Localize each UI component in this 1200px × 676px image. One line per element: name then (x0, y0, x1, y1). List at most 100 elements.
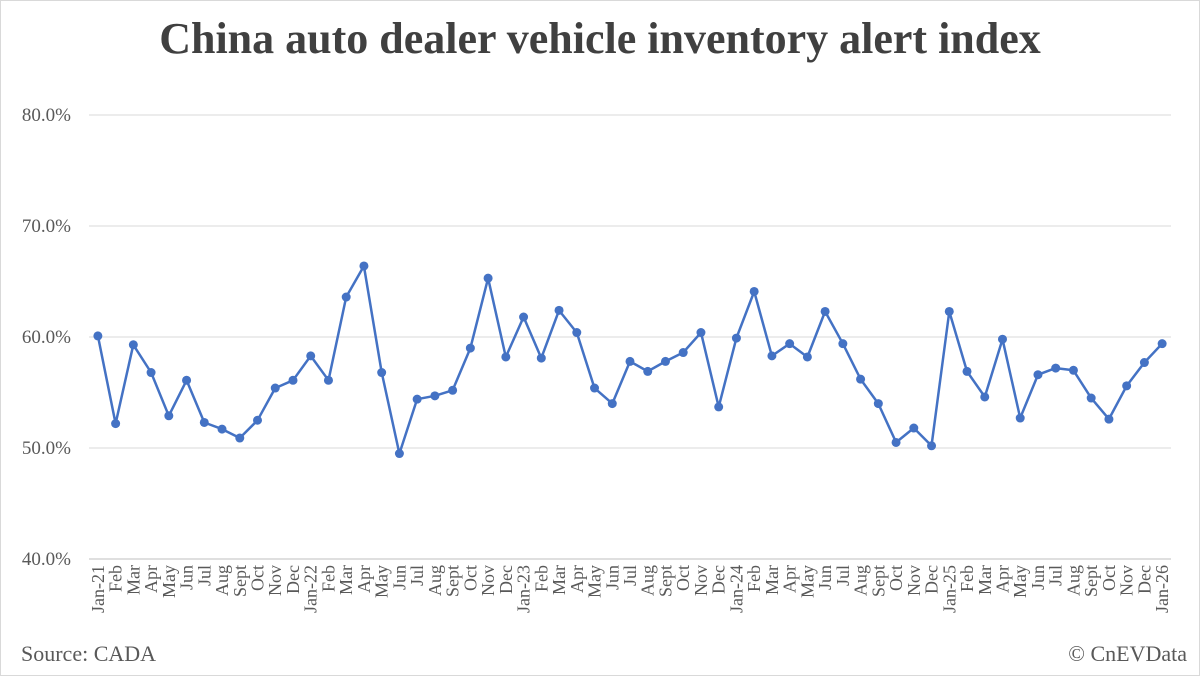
x-tick-label: Sept (230, 565, 250, 597)
x-tick-label: Dec (922, 565, 942, 594)
y-tick-label: 80.0% (22, 105, 71, 126)
x-tick-label: Jul (194, 565, 214, 586)
x-tick-label: Aug (425, 565, 445, 596)
data-point (111, 419, 121, 429)
data-point (660, 356, 670, 366)
data-point (1015, 413, 1025, 423)
x-tick-label: Feb (744, 565, 764, 592)
data-point (394, 449, 404, 459)
data-point (572, 328, 582, 338)
x-tick-label: Jan-21 (88, 565, 108, 613)
data-point (1086, 393, 1096, 403)
data-point (501, 352, 511, 362)
data-point (448, 385, 458, 395)
data-point (483, 273, 493, 283)
x-tick-label: Oct (673, 565, 693, 591)
source-note: Source: CADA (21, 641, 157, 666)
x-tick-label: Feb (318, 565, 338, 592)
x-tick-label: Sept (443, 565, 463, 597)
x-tick-label: Jul (407, 565, 427, 586)
data-point (270, 383, 280, 393)
x-tick-label: Jan-24 (726, 565, 746, 613)
data-point (217, 424, 227, 434)
x-tick-label: May (1010, 565, 1030, 598)
y-tick-label: 60.0% (22, 327, 71, 348)
x-tick-label: Feb (106, 565, 126, 592)
data-point (731, 333, 741, 343)
x-tick-label: May (159, 565, 179, 598)
data-point (927, 441, 937, 451)
x-tick-label: Jul (1046, 565, 1066, 586)
x-tick-label: Jul (620, 565, 640, 586)
x-tick-label: Dec (496, 565, 516, 594)
x-tick-label: May (585, 565, 605, 598)
x-tick-label: Nov (1117, 565, 1137, 596)
data-point (288, 375, 298, 385)
x-tick-label: Nov (691, 565, 711, 596)
data-point (323, 375, 333, 385)
data-point (306, 351, 316, 361)
data-point (465, 343, 475, 353)
x-tick-label: May (372, 565, 392, 598)
x-tick-label: Oct (460, 565, 480, 591)
data-point (1139, 358, 1149, 368)
data-point (997, 334, 1007, 344)
data-point (412, 394, 422, 404)
x-tick-label: Oct (1099, 565, 1119, 591)
data-point (199, 417, 209, 427)
data-point (235, 433, 245, 443)
x-tick-label: Sept (655, 565, 675, 597)
data-point (820, 306, 830, 316)
x-tick-label: May (797, 565, 817, 598)
data-point (1104, 414, 1114, 424)
x-tick-label: Nov (478, 565, 498, 596)
data-point (519, 312, 529, 322)
data-point (643, 366, 653, 376)
data-point (891, 437, 901, 447)
x-tick-label: Dec (283, 565, 303, 594)
data-point (909, 423, 919, 433)
x-tick-label: Apr (354, 565, 374, 593)
data-point (678, 348, 688, 358)
data-point (1068, 365, 1078, 375)
x-tick-label: Jan-22 (301, 565, 321, 613)
data-point (93, 331, 103, 341)
x-tick-label: Oct (248, 565, 268, 591)
data-point (377, 368, 387, 378)
data-point (1122, 381, 1132, 391)
x-tick-label: Aug (212, 565, 232, 596)
data-point (802, 352, 812, 362)
x-tick-label: Nov (904, 565, 924, 596)
x-tick-label: Jun (389, 565, 409, 590)
data-point (128, 340, 138, 350)
x-tick-label: Jul (833, 565, 853, 586)
x-tick-label: Apr (780, 565, 800, 593)
x-tick-label: Jun (1028, 565, 1048, 590)
data-point (1157, 339, 1167, 349)
data-point (838, 339, 848, 349)
y-tick-label: 70.0% (22, 216, 71, 237)
data-point (590, 383, 600, 393)
data-point (944, 306, 954, 316)
x-tick-label: Apr (141, 565, 161, 593)
data-point (785, 339, 795, 349)
x-tick-label: Mar (336, 565, 356, 595)
data-point (146, 368, 156, 378)
x-tick-label: Mar (549, 565, 569, 595)
data-point (430, 391, 440, 401)
chart-title: China auto dealer vehicle inventory aler… (159, 14, 1041, 63)
x-tick-label: Jun (815, 565, 835, 590)
x-tick-label: Mar (975, 565, 995, 595)
x-tick-label: Jan-25 (939, 565, 959, 613)
data-point (341, 292, 351, 302)
data-point (536, 353, 546, 363)
x-tick-label: Feb (531, 565, 551, 592)
x-tick-label: Apr (992, 565, 1012, 593)
y-tick-label: 40.0% (22, 549, 71, 570)
data-point (253, 415, 263, 425)
x-tick-label: Mar (762, 565, 782, 595)
x-tick-label: Jun (602, 565, 622, 590)
data-point (1033, 370, 1043, 380)
